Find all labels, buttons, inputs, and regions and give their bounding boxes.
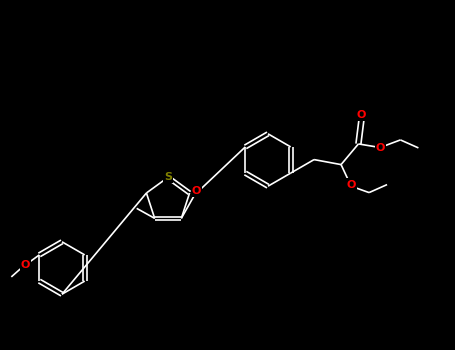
- Text: O: O: [346, 180, 356, 190]
- Text: S: S: [164, 172, 172, 182]
- Text: O: O: [192, 186, 201, 196]
- Text: O: O: [376, 143, 385, 153]
- Text: O: O: [357, 110, 366, 120]
- Text: O: O: [20, 260, 30, 270]
